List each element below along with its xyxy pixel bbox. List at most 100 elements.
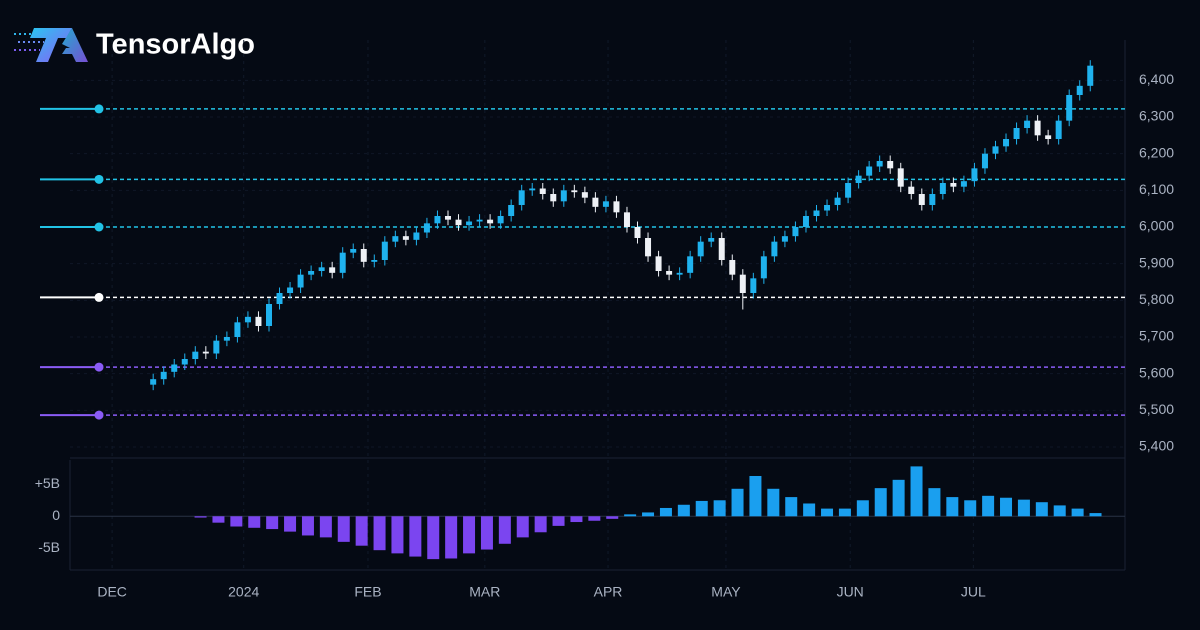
logo-icon — [14, 28, 88, 62]
candle-body — [1024, 120, 1031, 128]
level-handle — [94, 174, 104, 184]
level-handle — [94, 410, 104, 420]
x-tick-label: JUL — [961, 584, 986, 600]
candle-body — [992, 146, 999, 154]
candle-body — [697, 241, 704, 257]
bar — [785, 497, 798, 517]
candle-body — [466, 221, 473, 226]
bar — [892, 479, 905, 517]
level-handle — [94, 292, 104, 302]
candle-body — [1087, 65, 1094, 86]
level-handle — [94, 104, 104, 114]
candle-body — [729, 260, 736, 275]
x-tick-label: FEB — [354, 584, 381, 600]
candle-body — [550, 194, 557, 202]
candle-body — [413, 232, 420, 240]
candle-body — [834, 197, 841, 205]
bar — [928, 488, 941, 517]
candle-body — [634, 227, 641, 238]
bar — [427, 516, 440, 560]
bar — [1089, 513, 1102, 517]
candle-body — [939, 183, 946, 194]
bar — [355, 516, 368, 546]
candle-body — [845, 183, 852, 198]
bar — [821, 508, 834, 517]
candle-body — [623, 212, 630, 227]
bar — [624, 514, 637, 517]
bar — [409, 516, 422, 557]
candle-body — [308, 271, 315, 275]
bar — [212, 516, 225, 523]
bar — [498, 516, 511, 544]
candle-body — [718, 238, 725, 260]
bar — [337, 516, 350, 542]
candle-body — [476, 219, 483, 222]
bar — [1071, 508, 1084, 517]
bar — [284, 516, 297, 532]
candle-body — [887, 161, 894, 169]
bar — [570, 516, 583, 523]
candle-body — [287, 287, 294, 293]
bar — [588, 516, 601, 521]
candle-body — [202, 351, 209, 354]
bar — [248, 516, 261, 528]
candle-body — [518, 190, 525, 205]
bar — [1017, 499, 1030, 517]
candle-body — [529, 188, 536, 191]
candle-body — [392, 236, 399, 242]
candle-body — [508, 205, 515, 216]
candle-body — [1045, 135, 1052, 139]
candle-body — [1034, 120, 1041, 136]
y-tick-label: 6,000 — [1139, 218, 1174, 234]
bar — [480, 516, 493, 550]
y-tick-label: 6,400 — [1139, 71, 1174, 87]
candle-body — [265, 304, 272, 326]
bar — [910, 466, 923, 517]
candle-body — [360, 249, 367, 262]
bar — [767, 488, 780, 517]
y-tick-label: 5,700 — [1139, 328, 1174, 344]
candle-body — [960, 181, 967, 187]
candle-body — [929, 194, 936, 205]
bar — [874, 488, 887, 517]
candle-body — [297, 274, 304, 288]
y-tick-label: 5,600 — [1139, 364, 1174, 380]
y-tick-label: 5,900 — [1139, 254, 1174, 270]
candle-body — [750, 278, 757, 293]
candle-body — [244, 316, 251, 323]
bar — [1053, 505, 1066, 517]
bar — [642, 512, 655, 517]
candle-body — [487, 219, 494, 224]
x-tick-label: MAR — [469, 584, 500, 600]
bar — [194, 516, 207, 518]
candle-body — [329, 267, 336, 273]
candle-body — [560, 190, 567, 202]
x-tick-label: APR — [594, 584, 623, 600]
y-tick-label: 6,200 — [1139, 144, 1174, 160]
candle-body — [760, 256, 767, 279]
candle-body — [539, 188, 546, 194]
bar — [964, 500, 977, 517]
candle-body — [234, 322, 241, 337]
bar — [516, 516, 529, 538]
x-tick-label: MAY — [711, 584, 741, 600]
candle-body — [434, 216, 441, 224]
candle-body — [497, 216, 504, 224]
y-tick-label: 5,800 — [1139, 291, 1174, 307]
candle-body — [802, 216, 809, 227]
candle-body — [950, 183, 957, 187]
candle-body — [223, 337, 230, 341]
candle-body — [918, 194, 925, 205]
bar — [606, 516, 619, 519]
candle-body — [908, 186, 915, 194]
candle-body — [192, 351, 199, 359]
bar — [266, 516, 279, 530]
level-handle — [94, 222, 104, 232]
candle-body — [1003, 139, 1010, 147]
bar — [731, 488, 744, 517]
y-tick-label: 0 — [52, 507, 60, 523]
bar — [552, 516, 565, 526]
candle-body — [866, 166, 873, 176]
bar — [463, 516, 476, 554]
candle-body — [687, 256, 694, 273]
